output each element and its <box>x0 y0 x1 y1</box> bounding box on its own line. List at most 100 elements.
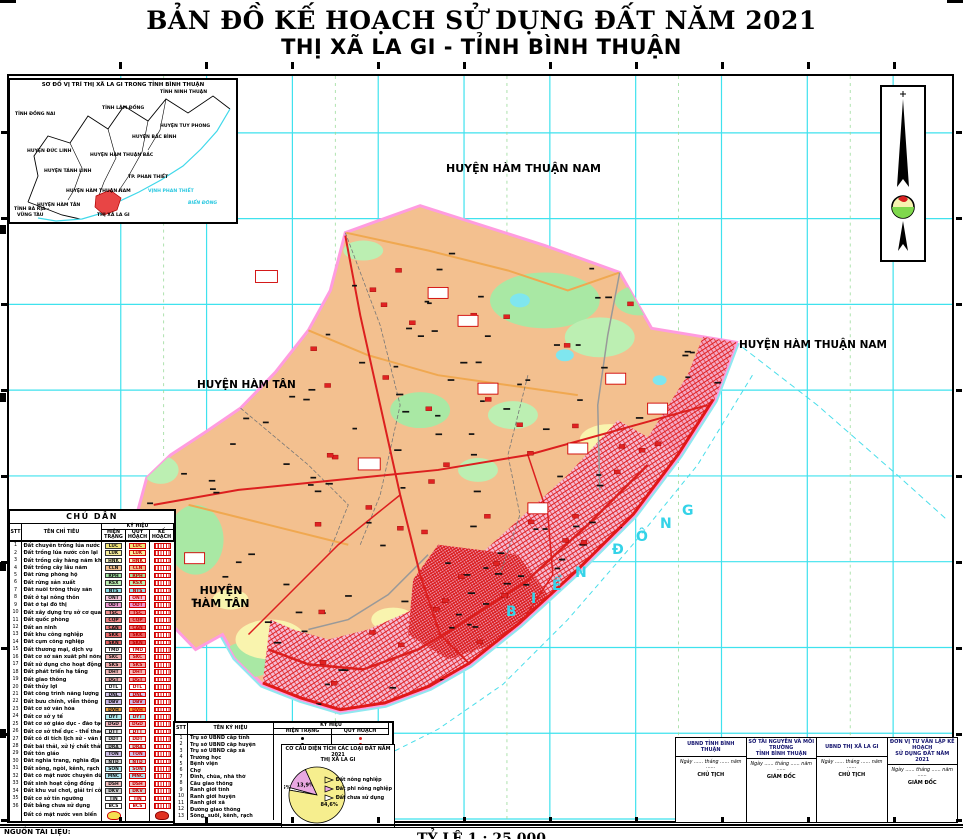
legend-row-name: Đất trồng cây lâu năm <box>22 564 102 572</box>
legend-swatch-current: CAN <box>102 623 126 632</box>
symbol-row-name: Cầu giao thông <box>188 780 274 787</box>
map-frame: HUYỆN HÀM THUẬN NAM HUYỆN HÀM TÂN HUYỆN … <box>7 74 958 828</box>
frame-tick <box>635 817 638 823</box>
frame-tick <box>549 62 552 69</box>
symbol-row-stt: 3 <box>175 748 188 755</box>
frame-tick <box>119 62 122 69</box>
inset-place-label: BIỂN ĐÔNG <box>188 201 218 206</box>
legend-row-name: Đất tôn giáo <box>22 750 102 758</box>
legend-swatch-plan: BCS <box>126 802 150 810</box>
source-note: NGUỒN TÀI LIỆU: <box>4 828 71 836</box>
sea-letter: Ô <box>636 529 648 545</box>
symbol-row-stt: 13 <box>175 813 188 820</box>
inset-place-label: THỊ XÃ LA GI <box>97 213 130 218</box>
legend-swatch-plan: NTS <box>126 586 150 595</box>
symbol-row-stt: 11 <box>175 800 188 807</box>
symbol-row-stt: 6 <box>175 767 188 774</box>
frame-tick <box>956 819 962 822</box>
frame-tick <box>291 62 294 69</box>
legend-row-stt: 9 <box>10 601 22 609</box>
legend-row-stt: 10 <box>10 608 22 617</box>
legend-row-name: Đất sinh hoạt cộng đồng <box>22 780 102 788</box>
legend-row-stt: 17 <box>10 661 22 669</box>
anchor-symbol-current <box>102 809 126 821</box>
symbol-legend-header: STT TÊN KÝ HIỆU KÝ HIỆU HIỆN TRẠNG QUY H… <box>175 723 392 735</box>
legend-row-stt: 19 <box>10 675 22 684</box>
symbol-row-name: Trường học <box>188 754 274 761</box>
frame-tick <box>205 62 208 69</box>
legend-row-name: Đất khu vui chơi, giải trí công cộng <box>23 787 102 795</box>
legend-swatch-kh: TIN <box>150 795 174 802</box>
legend-swatch-plan: SKK <box>126 631 150 639</box>
legend-row-name: Đất nghĩa trang, nghĩa địa <box>22 757 102 766</box>
signature-header: SỞ TÀI NGUYÊN VÀ MÔI TRƯỜNG TỈNH BÌNH THU… <box>746 739 816 759</box>
frame-tick <box>1 389 7 392</box>
inset-place-label: HUYỆN HÀM THUẬN BẮC <box>90 153 154 158</box>
legend-swatch-plan: DRA <box>126 742 150 751</box>
legend-swatch-kh: LUK <box>150 549 174 556</box>
inset-place-label: HUYỆN HÀM TÂN <box>37 203 81 208</box>
pie-legend: Đất nông nghiệp Đất phi nông nghiệp Đất ch… <box>324 775 392 802</box>
pie-legend-item: Đất phi nông nghiệp <box>324 784 392 793</box>
legend-swatch-plan: DSH <box>126 780 150 788</box>
legend-row-name: Đất sông, ngòi, kênh, rạch <box>22 765 102 773</box>
legend-swatch-current: DVH <box>102 705 126 714</box>
scale-note: TỶ LỆ 1 : 25.000 <box>417 831 546 839</box>
legend-swatch-plan: CQP <box>126 616 150 624</box>
legend-swatch-current: SKK <box>102 631 126 639</box>
legend-swatch-kh: TON <box>150 750 174 757</box>
inset-place-label: TỈNH BÀ RỊA - <box>14 207 50 212</box>
legend-swatch-current: SKN <box>102 638 126 647</box>
pie-legend-item: Đất chưa sử dụng <box>324 793 392 802</box>
legend-row-stt: 8 <box>10 594 22 602</box>
legend-swatch-plan: CLN <box>126 564 150 572</box>
frame-tick <box>1 647 7 650</box>
legend-row-name: Đất cơ sở thể dục - thể thao <box>23 727 102 736</box>
legend-swatch-kh: CQP <box>150 616 174 623</box>
legend-swatch-kh: DHT <box>150 668 174 675</box>
legend-swatch-kh: DKV <box>150 787 174 794</box>
legend-swatch-plan: SON <box>126 765 150 773</box>
legend-swatch-kh: TMD <box>150 646 174 653</box>
signature-header: UBND THỊ XÃ LA GI <box>817 738 887 757</box>
symbol-row-name: Đường giao thông <box>188 806 274 813</box>
legend-row-stt: 23 <box>10 705 22 714</box>
legend-row-stt: 12 <box>10 623 22 632</box>
legend-swatch-kh: DNL <box>150 691 174 698</box>
legend-swatch-plan: ONT <box>126 594 150 602</box>
legend-row-name: Đất sử dụng cho hoạt động khoáng sản <box>23 661 102 669</box>
sea-letter: N <box>660 516 672 532</box>
legend-swatch-current: DTL <box>102 683 126 691</box>
sheet-bottom-rule <box>0 824 963 828</box>
frame-tick <box>291 817 294 823</box>
legend-swatch-kh: SKN <box>150 639 174 646</box>
legend-swatch-plan: DGT <box>126 675 150 684</box>
legend-swatch-current: DBV <box>102 698 126 706</box>
pie-slice-label: 84,6% <box>321 802 338 808</box>
pie-chart: CƠ CẤU DIỆN TÍCH CÁC LOẠI ĐẤT NĂM 2021 T… <box>281 744 395 828</box>
legend-row-stt: 33 <box>10 780 22 788</box>
neighbor-label-west: HUYỆN HÀM TÂN <box>197 379 296 391</box>
frame-tick <box>956 733 962 736</box>
legend-swatch-kh: MNC <box>150 773 174 780</box>
legend-row-stt: 27 <box>10 735 22 743</box>
legend-swatch-kh: DTT <box>150 728 174 735</box>
legend-swatch-kh: TSC <box>150 609 174 616</box>
pie-slice <box>288 766 346 824</box>
frame-tick <box>463 62 466 69</box>
sea-letter: N <box>575 565 587 581</box>
legend-row-name: Đất cụm công nghiệp <box>22 638 102 647</box>
frame-tick <box>1 819 7 822</box>
frame-tick <box>0 393 6 402</box>
